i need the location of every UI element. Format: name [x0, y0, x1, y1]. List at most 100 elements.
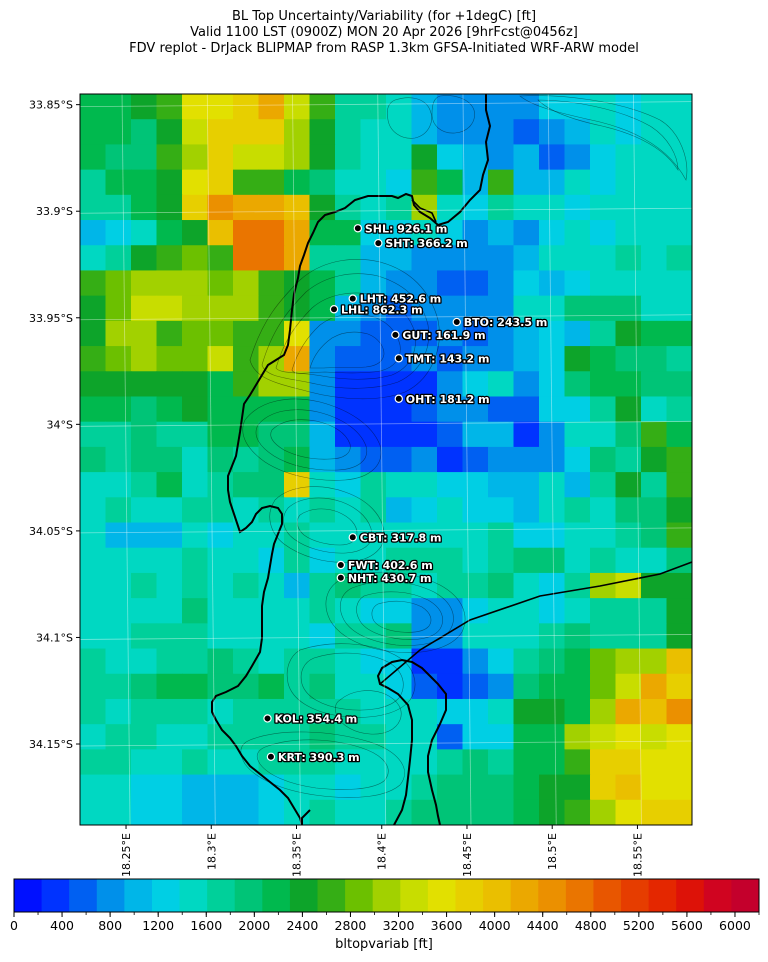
heatmap-cell [462, 598, 489, 624]
heatmap-cell [462, 522, 489, 549]
heatmap-cell [80, 648, 107, 675]
heatmap-cell [488, 245, 515, 272]
heatmap-cell [641, 220, 668, 246]
heatmap-cell [411, 371, 438, 398]
heatmap-cell [233, 799, 260, 825]
site-marker-bto[interactable] [452, 317, 461, 327]
site-marker-gut[interactable] [391, 330, 400, 340]
heatmap-cell [182, 547, 209, 574]
heatmap-cell [131, 245, 158, 272]
heatmap-cell [462, 421, 489, 448]
heatmap-cell [258, 799, 285, 825]
site-marker-shl[interactable] [353, 224, 363, 233]
heatmap-cell [666, 522, 692, 549]
heatmap-cell [207, 245, 234, 272]
heatmap-cell [539, 749, 566, 776]
site-marker-cbt[interactable] [348, 533, 357, 542]
heatmap-cell [513, 472, 540, 498]
heatmap-cell [641, 446, 668, 473]
heatmap-cell [335, 421, 362, 448]
site-label-sht: SHT: 366.2 m [385, 237, 467, 250]
heatmap-cell [156, 749, 183, 776]
heatmap-cell [641, 421, 668, 448]
heatmap-cell [411, 749, 438, 776]
heatmap-cell [335, 119, 362, 146]
heatmap-cell [615, 522, 642, 549]
heatmap-cell [156, 144, 183, 171]
heatmap-cell [284, 295, 311, 322]
heatmap-cell [641, 144, 668, 171]
heatmap-cell [207, 598, 234, 624]
site-label-lhl: LHL: 862.3 m [341, 303, 423, 316]
site-marker-nht[interactable] [336, 573, 346, 582]
heatmap-cell [335, 472, 362, 498]
heatmap-cell [488, 94, 515, 120]
heatmap-cell [411, 320, 438, 347]
heatmap-cell [488, 799, 515, 825]
heatmap-cell [284, 673, 311, 700]
heatmap-cell [156, 295, 183, 322]
heatmap-cell [590, 245, 617, 272]
lon-gridline [377, 94, 387, 825]
heatmap-cell [462, 245, 489, 272]
site-label-tmt: TMT: 143.2 m [406, 352, 490, 365]
colorbar-swatch [731, 879, 760, 912]
heatmap-cell [564, 724, 591, 750]
heatmap-cell [284, 421, 311, 448]
site-marker-fwt[interactable] [336, 560, 346, 570]
site-marker-oht[interactable] [394, 394, 403, 403]
heatmap-cell [360, 799, 387, 825]
heatmap-cell [258, 472, 285, 498]
heatmap-cell [335, 774, 362, 801]
heatmap-cell [182, 749, 209, 776]
heatmap-cell [80, 320, 107, 347]
site-marker-kol[interactable] [263, 714, 272, 723]
heatmap-cell [207, 774, 234, 801]
heatmap-cell [258, 572, 285, 599]
heatmap-cell [233, 598, 260, 624]
heatmap-cell [437, 522, 464, 549]
heatmap-cell [284, 547, 311, 574]
heatmap-cell [386, 371, 413, 398]
heatmap-cell [590, 799, 617, 825]
heatmap-cell [590, 623, 617, 650]
heatmap-cell [641, 648, 668, 675]
heatmap-cell [360, 245, 387, 272]
site-marker-sht[interactable] [374, 238, 383, 248]
colorbar-tick-label: 0 [10, 918, 18, 933]
heatmap-cell [411, 245, 438, 272]
heatmap-cell [233, 144, 260, 171]
heatmap-cell [105, 698, 132, 725]
heatmap-cell [564, 623, 591, 650]
site-marker-lhl[interactable] [329, 305, 339, 314]
lon-gridline [121, 94, 131, 825]
heatmap-cell [386, 194, 413, 221]
heatmap-cell [513, 724, 540, 750]
lon-gridline [292, 94, 301, 825]
heatmap-cell [309, 673, 336, 700]
heatmap-cell [207, 446, 234, 473]
heatmap-cell [105, 245, 132, 272]
heatmap-cell [641, 194, 668, 221]
heatmap-cell [182, 295, 209, 322]
lon-tick-label: 18.4°E [376, 833, 389, 870]
heatmap-cell [80, 421, 107, 448]
site-marker-tmt[interactable] [394, 354, 403, 363]
heatmap-cell [386, 724, 413, 750]
heatmap-cell [666, 472, 692, 498]
heatmap-cell [437, 94, 464, 120]
colorbar-swatch [41, 879, 70, 912]
heatmap-cell [411, 346, 438, 372]
heatmap-cell [462, 472, 489, 498]
heatmap-cell [335, 94, 362, 120]
site-marker-lht[interactable] [348, 294, 357, 303]
heatmap-cell [615, 749, 642, 776]
heatmap-cell [207, 648, 234, 675]
heatmap-cell [360, 724, 387, 750]
site-marker-krt[interactable] [266, 752, 276, 762]
heatmap-cell [564, 799, 591, 825]
lat-tick-label: 33.85°S [29, 99, 73, 112]
heatmap-cell [513, 598, 540, 624]
heatmap-cell [131, 724, 158, 750]
heatmap-cell [411, 623, 438, 650]
